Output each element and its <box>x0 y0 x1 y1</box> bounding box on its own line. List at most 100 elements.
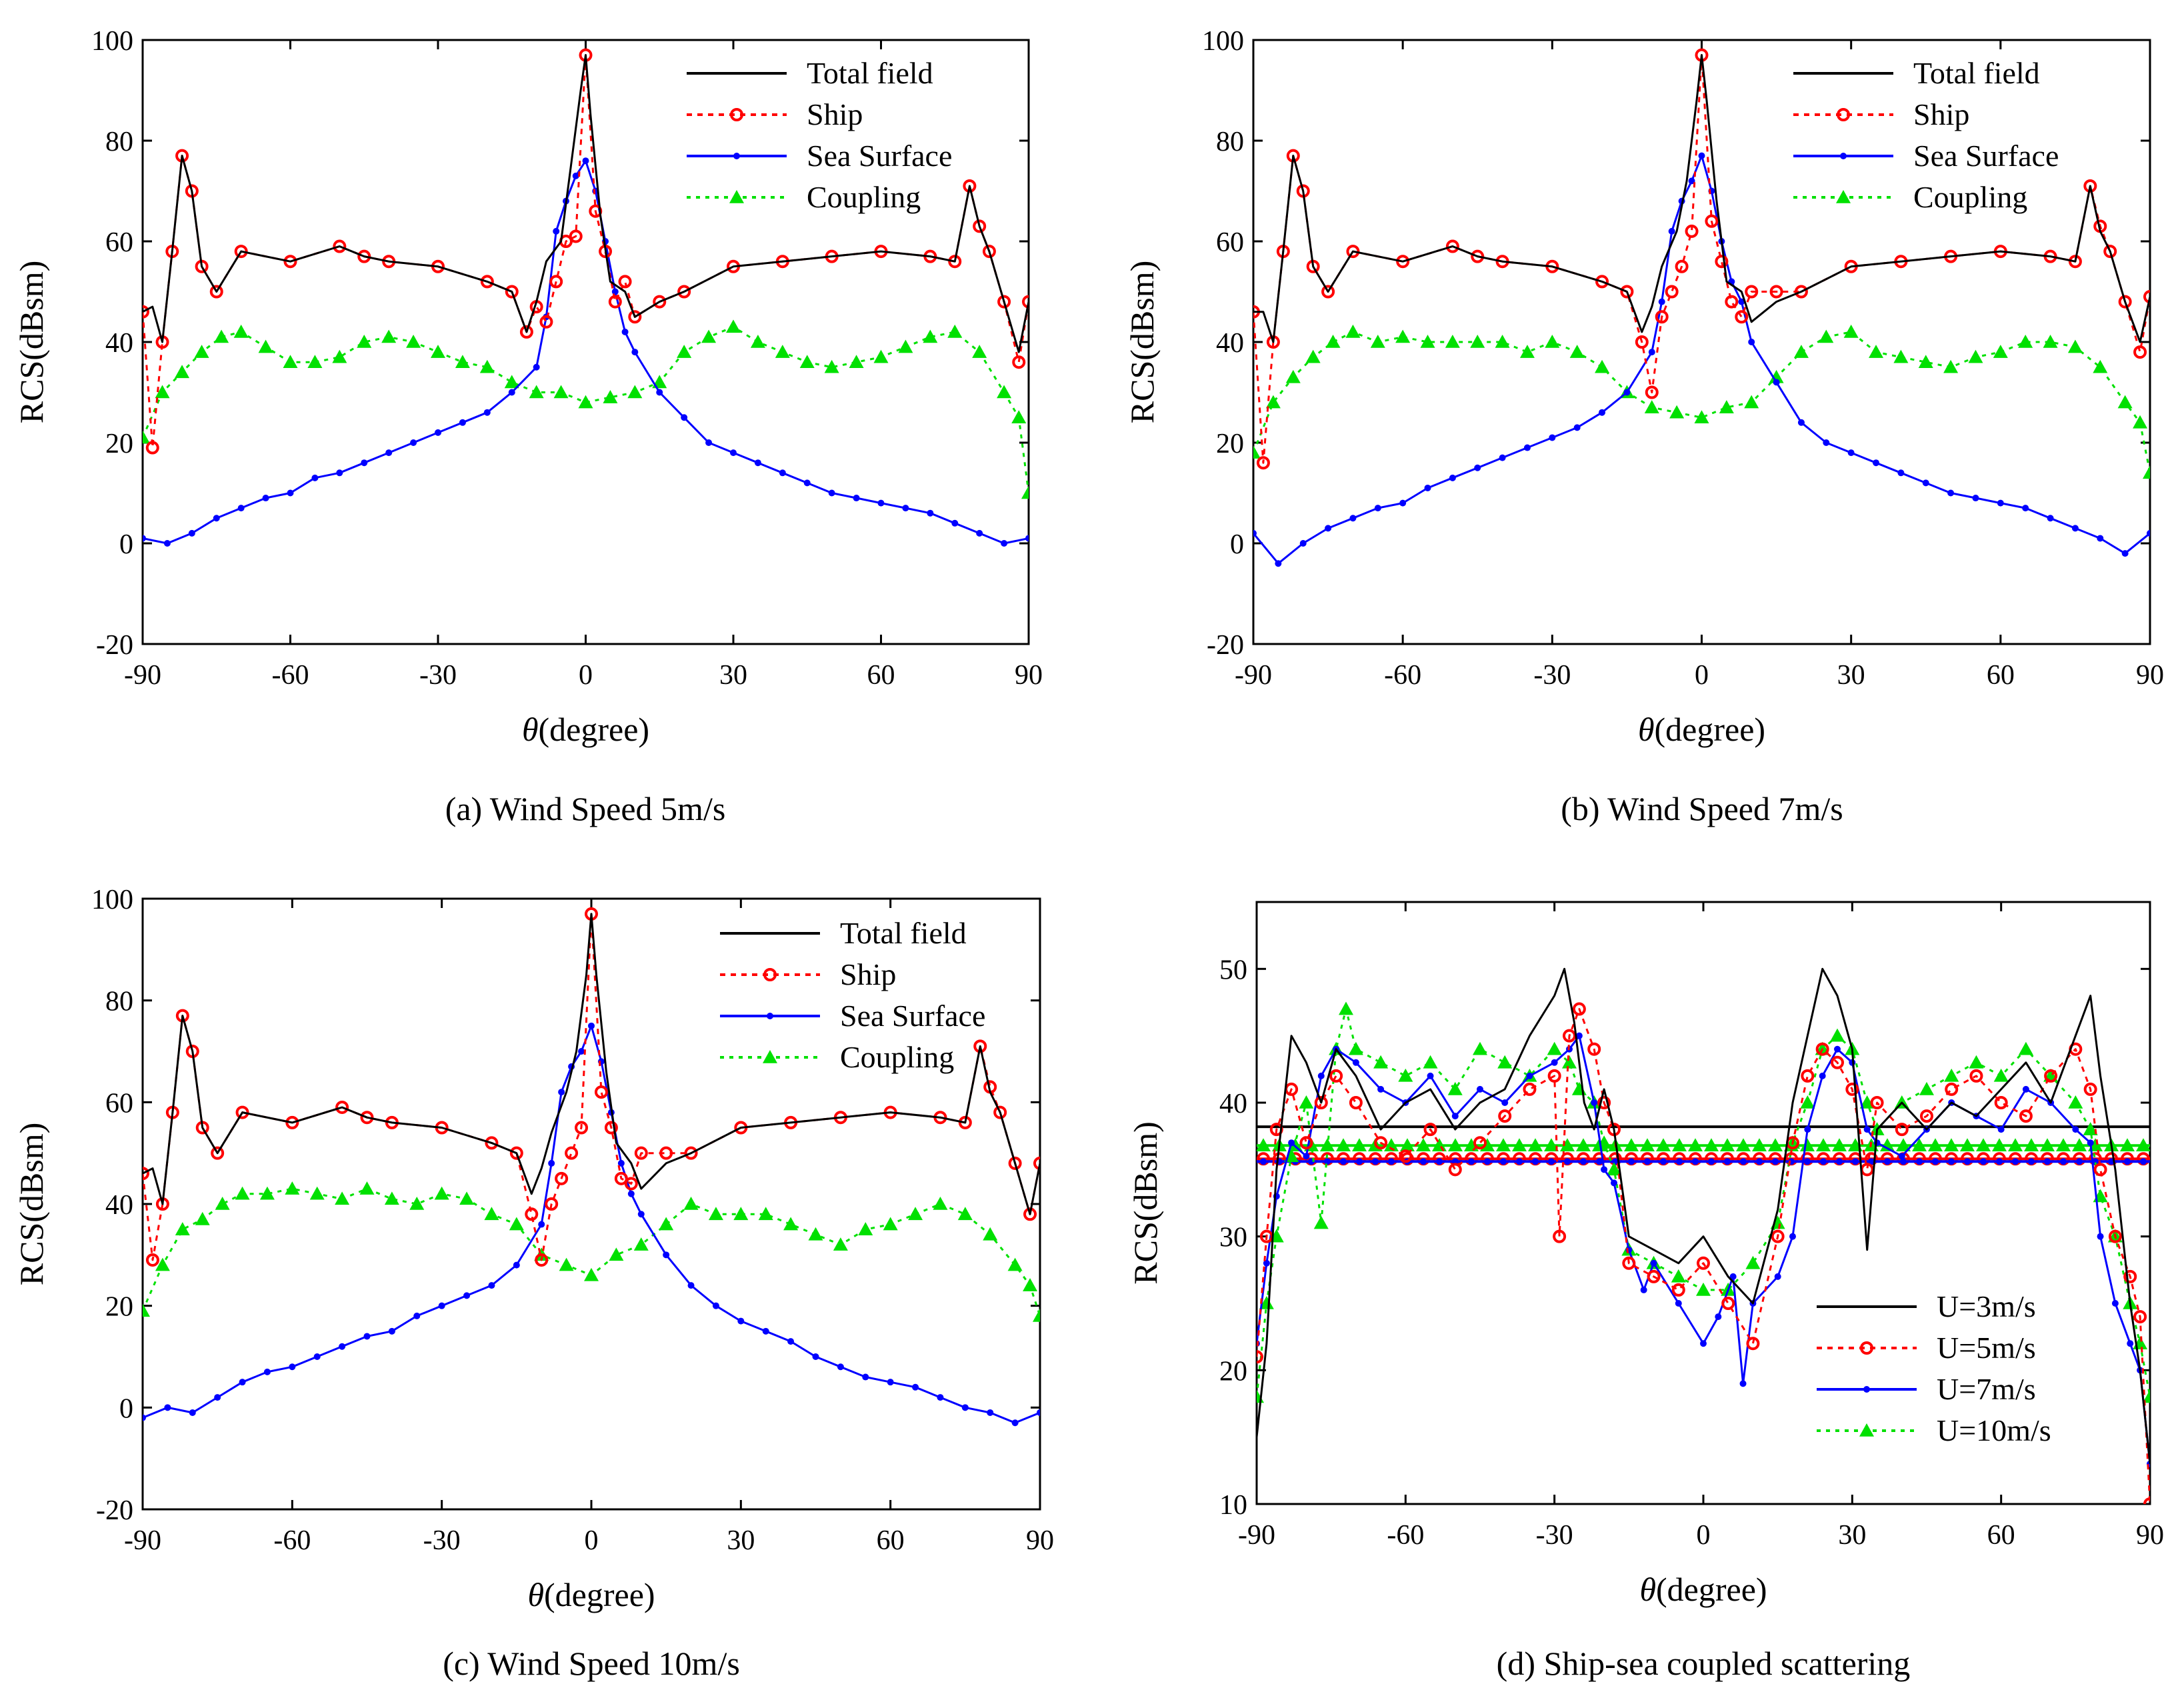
data-point <box>233 324 249 338</box>
data-point <box>1655 310 1669 324</box>
data-point <box>604 1121 618 1135</box>
y-tick-label: 0 <box>119 1393 133 1424</box>
x-tick-label: 60 <box>1987 1520 2015 1551</box>
x-axis-text: (degree) <box>1656 1571 1767 1608</box>
data-point <box>627 1190 635 1197</box>
mean-marker <box>1560 1138 1575 1152</box>
data-point <box>1265 395 1281 409</box>
data-point <box>2143 290 2150 304</box>
series-line <box>143 54 1029 353</box>
data-point <box>1719 400 1734 413</box>
legend-label: Sea Surface <box>1913 139 2059 173</box>
data-point <box>684 1146 698 1160</box>
y-tick-label: -20 <box>1207 630 1244 661</box>
legend-marker <box>1859 1423 1874 1437</box>
data-point <box>1033 1156 1040 1170</box>
data-point <box>961 1404 969 1411</box>
mean-marker <box>2072 1138 2087 1152</box>
data-point <box>565 1146 579 1160</box>
x-axis-text: (degree) <box>539 711 650 748</box>
data-point <box>2108 1229 2122 1243</box>
data-point <box>653 295 667 309</box>
data-point <box>2093 359 2108 373</box>
mean-marker <box>1624 1138 1639 1152</box>
data-point <box>1313 1215 1329 1229</box>
data-point <box>1325 525 1332 532</box>
data-point <box>2123 1269 2137 1283</box>
data-point <box>2068 255 2082 269</box>
data-point <box>1919 1081 1934 1095</box>
y-tick-label: 0 <box>1230 529 1244 560</box>
mean-marker <box>1400 1138 1415 1152</box>
data-point <box>548 1159 555 1167</box>
x-tick-label: 60 <box>1987 660 2015 691</box>
data-point <box>1893 349 1909 363</box>
x-axis-label: θ(degree) <box>527 1576 655 1613</box>
data-point <box>263 1368 271 1375</box>
data-point <box>1697 1256 1710 1270</box>
y-tick-label: 40 <box>105 328 133 359</box>
data-point <box>388 1327 395 1335</box>
data-point <box>259 1186 275 1200</box>
data-point <box>484 1207 499 1221</box>
data-point <box>1725 295 1739 309</box>
mean-marker <box>2044 1158 2051 1165</box>
data-point <box>1305 349 1321 363</box>
y-tick-label: 80 <box>105 127 133 157</box>
data-point <box>463 1292 471 1299</box>
data-point <box>545 1197 559 1211</box>
data-point <box>363 1333 371 1340</box>
data-point <box>1863 1126 1871 1133</box>
panel-caption: (c) Wind Speed 10m/s <box>443 1645 740 1682</box>
data-point <box>235 1105 249 1119</box>
data-point <box>2072 1126 2079 1133</box>
mean-marker <box>1708 1158 1715 1165</box>
data-point <box>1445 335 1460 348</box>
data-point <box>1688 177 1695 185</box>
mean-marker <box>1336 1138 1351 1152</box>
data-point <box>983 1227 998 1241</box>
x-axis-symbol: θ <box>1638 711 1655 748</box>
data-point <box>705 439 713 446</box>
mean-marker <box>1436 1158 1443 1165</box>
data-point <box>1285 369 1301 383</box>
mean-marker <box>1724 1158 1731 1165</box>
data-point <box>1969 1055 1984 1069</box>
data-point <box>712 1302 719 1309</box>
data-point <box>1668 227 1675 235</box>
mean-marker <box>1944 1138 1959 1152</box>
data-point <box>1374 505 1381 512</box>
data-point <box>1748 339 1755 345</box>
data-point <box>1870 1096 1884 1109</box>
data-point <box>1012 355 1026 369</box>
data-point <box>480 275 494 289</box>
mean-marker <box>1948 1158 1955 1165</box>
data-point <box>948 255 962 269</box>
x-tick-label: -90 <box>124 660 161 691</box>
data-point <box>1739 1380 1747 1387</box>
x-axis-symbol: θ <box>527 1576 544 1613</box>
data-point <box>2087 1139 2094 1147</box>
data-point <box>505 285 519 299</box>
mean-marker <box>1257 1138 1271 1152</box>
data-point <box>569 229 583 243</box>
mean-marker <box>1896 1138 1911 1152</box>
data-point <box>143 1303 150 1317</box>
data-point <box>633 1237 649 1251</box>
data-point <box>1644 400 1659 413</box>
mean-marker <box>1768 1138 1783 1152</box>
data-point <box>973 1039 987 1053</box>
data-point <box>1523 1082 1537 1096</box>
x-tick-label: -90 <box>1235 660 1272 691</box>
mean-marker <box>1756 1158 1763 1165</box>
data-point <box>538 1221 545 1228</box>
mean-marker <box>1720 1138 1735 1152</box>
data-point <box>1735 310 1749 324</box>
data-point <box>927 509 934 517</box>
data-point <box>1873 459 1880 467</box>
panel-b: -90 -60 -30 0 30 60 90 -20 0 20 40 60 80 100 RCS(dBsm)… <box>1123 26 2164 827</box>
data-point <box>1700 1340 1707 1347</box>
mean-marker <box>1672 1138 1687 1152</box>
data-point <box>627 385 643 399</box>
mean-marker <box>1868 1158 1875 1165</box>
